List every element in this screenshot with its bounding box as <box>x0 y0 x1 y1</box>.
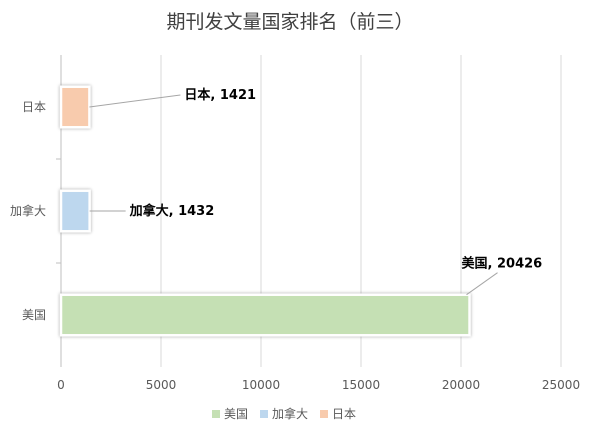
legend-swatch-0 <box>212 410 220 418</box>
bar-cat-1 <box>59 189 91 233</box>
legend-swatch-1 <box>260 410 268 418</box>
data-labels: 日本, 1421 加拿大, 1432 美国, 20426 <box>129 87 543 272</box>
data-label-cat-0: 日本, 1421 <box>184 87 256 103</box>
leader-line-cat-2 <box>466 272 498 296</box>
bar-cat-2 <box>59 293 471 337</box>
bar-cat-0 <box>59 85 91 129</box>
category-label-cat-2: 美国 <box>22 308 46 322</box>
value-axis-ticks: 0 5000 10000 15000 20000 25000 <box>57 378 580 392</box>
x-tick-label: 0 <box>57 378 65 392</box>
data-label-cat-2: 美国, 20426 <box>462 256 543 272</box>
data-label-cat-1: 加拿大, 1432 <box>129 203 215 219</box>
legend-swatch-2 <box>320 410 328 418</box>
legend-label-1: 加拿大 <box>272 406 308 421</box>
leader-line-cat-0 <box>89 94 181 108</box>
category-label-cat-1: 加拿大 <box>10 203 46 218</box>
legend-label-0: 美国 <box>224 407 248 421</box>
chart-title: 期刊发文量国家排名（前三） <box>166 11 413 33</box>
x-tick-label: 15000 <box>342 378 380 392</box>
x-tick-label: 5000 <box>146 378 177 392</box>
legend-label-2: 日本 <box>332 407 356 421</box>
x-tick-label: 20000 <box>442 378 480 392</box>
x-tick-label: 25000 <box>542 378 580 392</box>
bars <box>59 85 471 337</box>
leader-lines <box>89 94 498 296</box>
category-label-cat-0: 日本 <box>22 100 46 114</box>
x-tick-label: 10000 <box>242 378 280 392</box>
legend: 美国 加拿大 日本 <box>212 406 356 421</box>
